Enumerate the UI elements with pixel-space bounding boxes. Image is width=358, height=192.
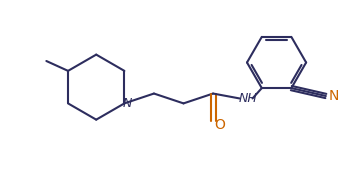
Text: O: O: [214, 118, 226, 132]
Text: NH: NH: [238, 92, 257, 105]
Text: N: N: [123, 97, 132, 110]
Text: N: N: [329, 89, 339, 103]
